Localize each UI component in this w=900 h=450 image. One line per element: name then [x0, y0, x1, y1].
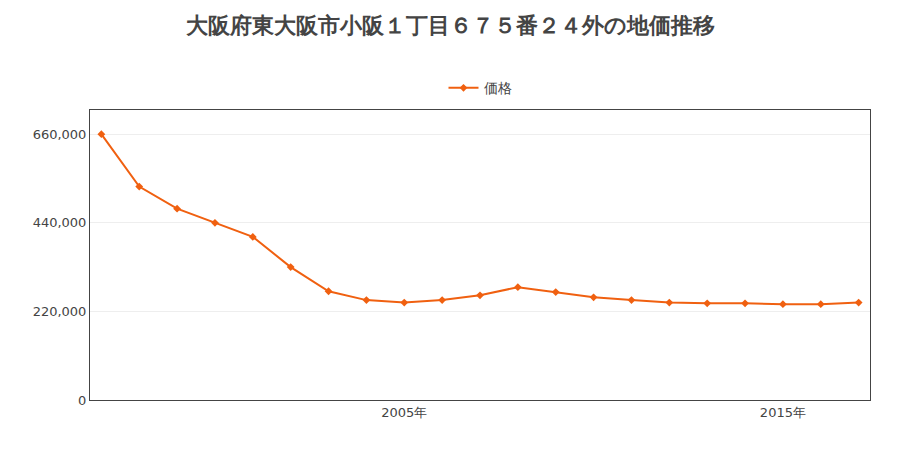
svg-text:価格: 価格: [484, 80, 512, 96]
svg-text:440,000: 440,000: [33, 215, 87, 230]
svg-text:2005年: 2005年: [381, 405, 427, 420]
svg-text:220,000: 220,000: [33, 304, 87, 319]
svg-text:660,000: 660,000: [33, 127, 87, 142]
svg-text:大阪府東大阪市小阪１丁目６７５番２４外の地価推移: 大阪府東大阪市小阪１丁目６７５番２４外の地価推移: [186, 13, 715, 38]
svg-text:0: 0: [78, 393, 86, 408]
svg-text:2015年: 2015年: [760, 405, 806, 420]
